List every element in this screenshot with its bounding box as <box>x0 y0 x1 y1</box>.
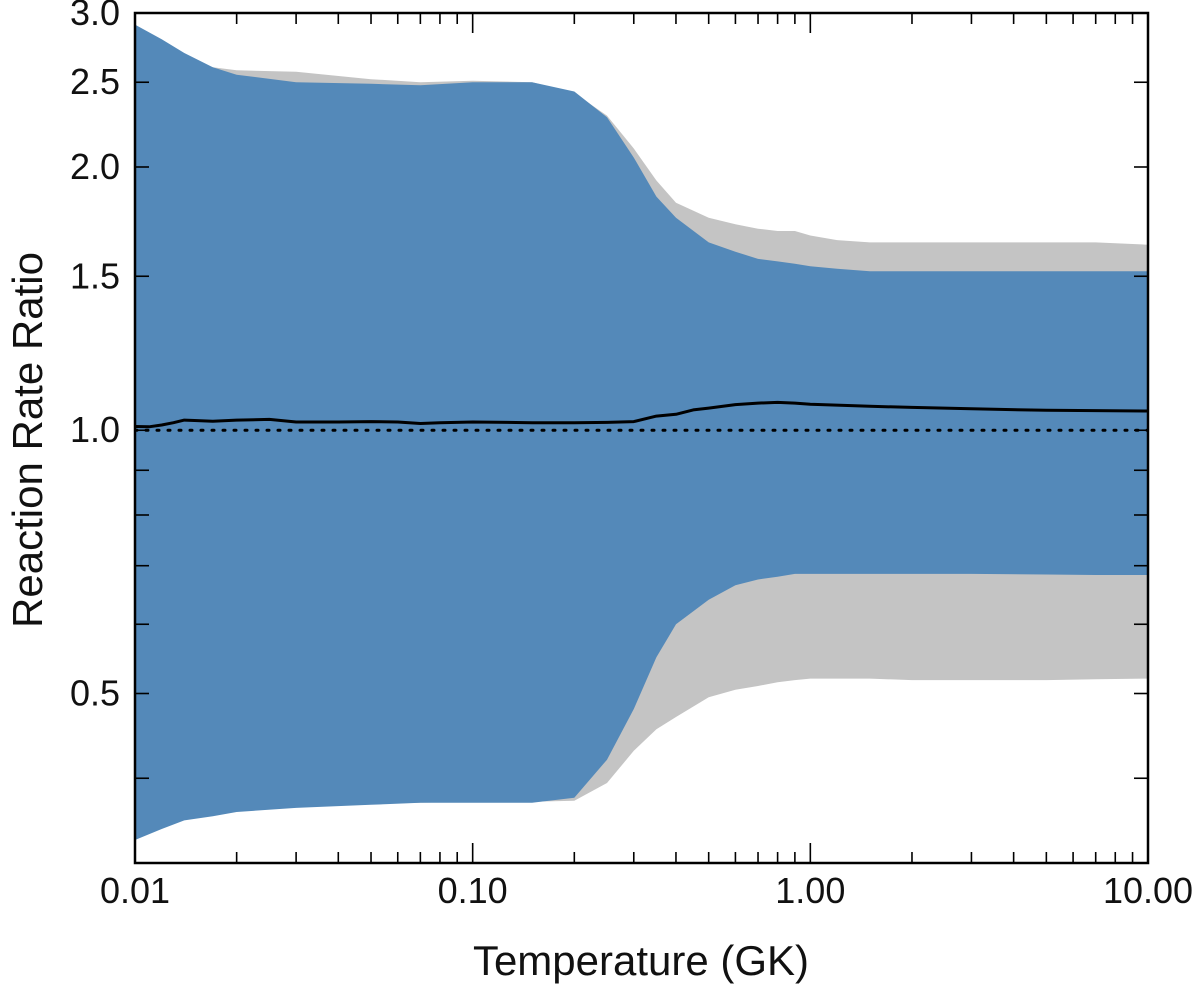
axis-tick-labels: 0.01 0.10 1.00 10.00 0.5 1.0 1.5 2.0 2.5 3.0 <box>70 0 1193 911</box>
x-axis-title: Temperature (GK) <box>473 937 809 984</box>
plot-frame <box>133 11 1150 865</box>
y-tick-label: 0.5 <box>70 673 120 714</box>
y-axis-title: Reaction Rate Ratio <box>4 252 51 628</box>
y-tick-label: 2.5 <box>70 61 120 102</box>
median-ratio-line <box>135 400 1148 429</box>
x-tick-label: 10.00 <box>1103 870 1193 911</box>
x-tick-label: 1.00 <box>775 870 845 911</box>
y-tick-label: 1.5 <box>70 255 120 296</box>
y-tick-label: 2.0 <box>70 146 120 187</box>
x-tick-label: 0.01 <box>100 870 170 911</box>
blue-uncertainty-band <box>135 24 1148 841</box>
x-tick-label: 0.10 <box>438 870 508 911</box>
axis-ticks <box>134 12 1148 863</box>
y-tick-label: 3.0 <box>70 0 120 33</box>
plot-area <box>135 24 1148 841</box>
y-tick-label: 1.0 <box>70 409 120 450</box>
